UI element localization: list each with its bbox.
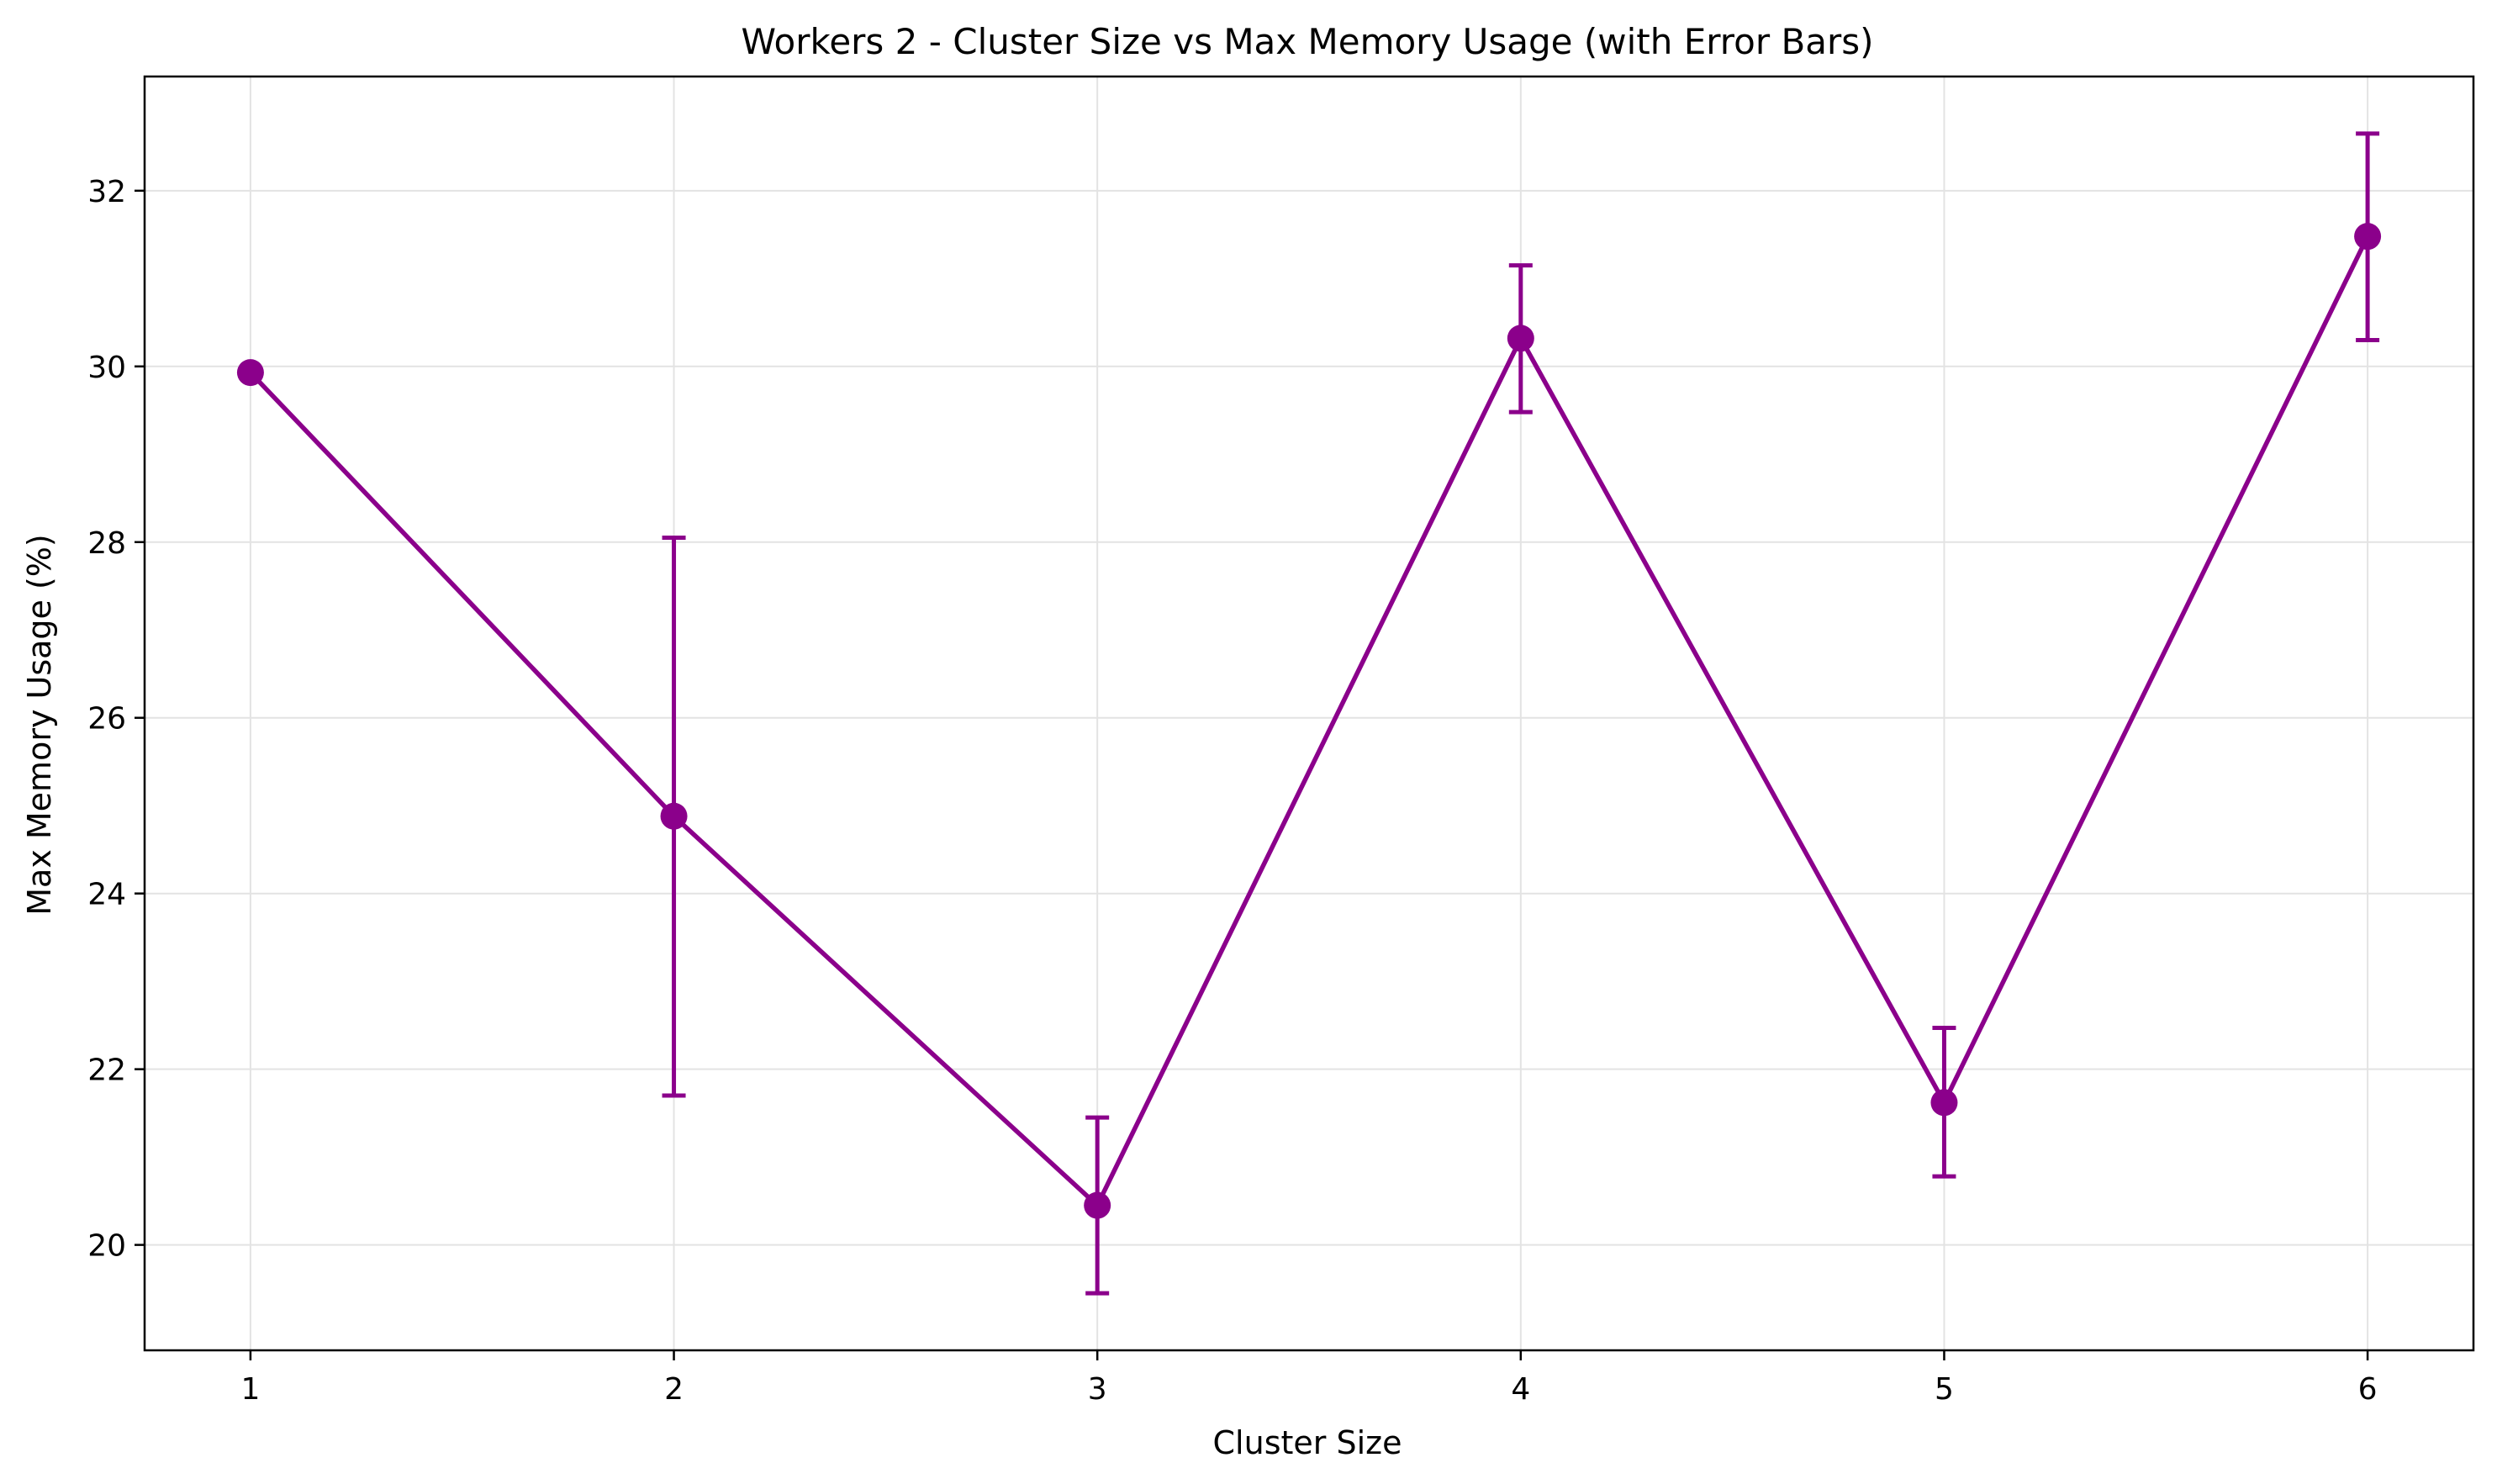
series-line-group — [248, 235, 2370, 1208]
chart-title: Workers 2 - Cluster Size vs Max Memory U… — [741, 21, 1873, 62]
y-tick-label: 30 — [87, 351, 126, 385]
series-line — [248, 235, 2370, 1208]
y-tick-label: 20 — [87, 1229, 126, 1264]
data-markers — [236, 223, 2382, 1219]
x-tick-label: 6 — [2358, 1372, 2378, 1407]
ticks: 1 2 3 4 5 6 20 22 24 26 28 30 32 — [87, 175, 2377, 1407]
data-point — [2354, 223, 2382, 251]
plot-frame — [143, 75, 2475, 1352]
data-point — [1084, 1191, 1111, 1219]
x-tick-label: 3 — [1088, 1372, 1107, 1407]
grid — [145, 77, 2473, 1350]
y-axis-label: Max Memory Usage (%) — [21, 534, 58, 916]
x-tick-label: 2 — [664, 1372, 684, 1407]
data-point — [236, 359, 264, 387]
y-tick-label: 24 — [87, 878, 126, 912]
y-tick-label: 32 — [87, 175, 126, 209]
y-tick-label: 28 — [87, 526, 126, 561]
x-tick-label: 4 — [1511, 1372, 1530, 1407]
x-tick-label: 5 — [1935, 1372, 1954, 1407]
x-tick-label: 1 — [240, 1372, 260, 1407]
y-tick-label: 22 — [87, 1054, 126, 1088]
data-point — [660, 802, 688, 830]
data-point — [1507, 325, 1534, 352]
y-tick-label: 26 — [87, 702, 126, 737]
x-axis-label: Cluster Size — [1213, 1424, 1402, 1461]
data-point — [1930, 1089, 1958, 1117]
